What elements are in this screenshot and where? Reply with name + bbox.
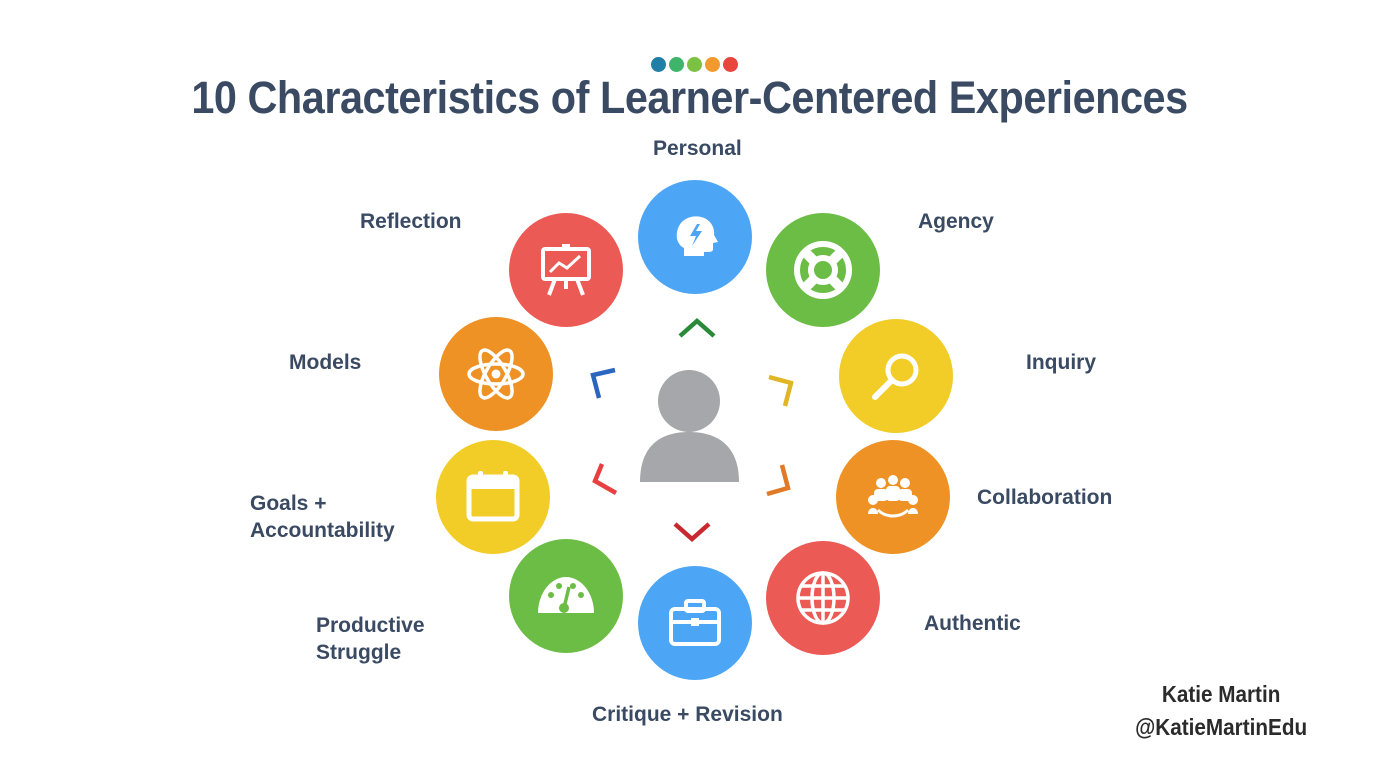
label-productive-struggle: Productive Struggle [316, 612, 425, 666]
chevron-left-icon [590, 367, 616, 399]
node-critique-revision [638, 566, 752, 680]
label-reflection: Reflection [360, 210, 462, 233]
title-dot [705, 57, 720, 72]
node-collaboration [836, 440, 950, 554]
label-critique-revision: Critique + Revision [592, 703, 783, 726]
node-inquiry [839, 319, 953, 433]
node-personal [638, 180, 752, 294]
title-dot [669, 57, 684, 72]
gauge-icon [538, 577, 594, 613]
magnifier-icon [872, 353, 919, 400]
title-dots [651, 57, 738, 72]
chevron-down-icon [673, 522, 711, 543]
author-name: Katie Martin [1161, 681, 1281, 707]
group-icon [868, 475, 918, 518]
label-agency: Agency [918, 210, 994, 233]
node-productive-struggle [509, 539, 623, 653]
chevron-up-icon [678, 317, 716, 338]
label-models: Models [289, 351, 362, 374]
author-handle: @KatieMartinEdu [1135, 714, 1307, 740]
node-goals-accountability [436, 440, 550, 554]
title-dot [651, 57, 666, 72]
presentation-board-icon [541, 244, 591, 296]
author-credit: Katie Martin @KatieMartinEdu [1135, 678, 1307, 744]
title-dot [723, 57, 738, 72]
calendar-icon [466, 471, 520, 522]
chevron-right-icon [768, 374, 794, 407]
node-models [439, 317, 553, 431]
title-dot [687, 57, 702, 72]
label-line: Productive [316, 614, 425, 637]
node-agency [766, 213, 880, 327]
chevron-right-icon [766, 464, 791, 497]
lifebuoy-icon [794, 241, 852, 299]
label-authentic: Authentic [924, 612, 1021, 635]
globe-icon [796, 571, 850, 625]
page-title: 10 Characteristics of Learner-Centered E… [191, 72, 1188, 123]
briefcase-icon [669, 599, 721, 646]
label-personal: Personal [653, 137, 742, 160]
node-reflection [509, 213, 623, 327]
label-inquiry: Inquiry [1026, 351, 1097, 374]
head-lightning-icon [676, 216, 718, 256]
label-collaboration: Collaboration [977, 486, 1113, 509]
label-line: Struggle [316, 641, 402, 664]
person-icon [640, 370, 739, 482]
node-authentic [766, 541, 880, 655]
label-line: Goals + [250, 492, 327, 515]
atom-icon [467, 348, 525, 400]
label-line: Accountability [250, 519, 395, 542]
label-goals-accountability: Goals + Accountability [250, 490, 395, 544]
chevron-left-icon [592, 463, 618, 495]
